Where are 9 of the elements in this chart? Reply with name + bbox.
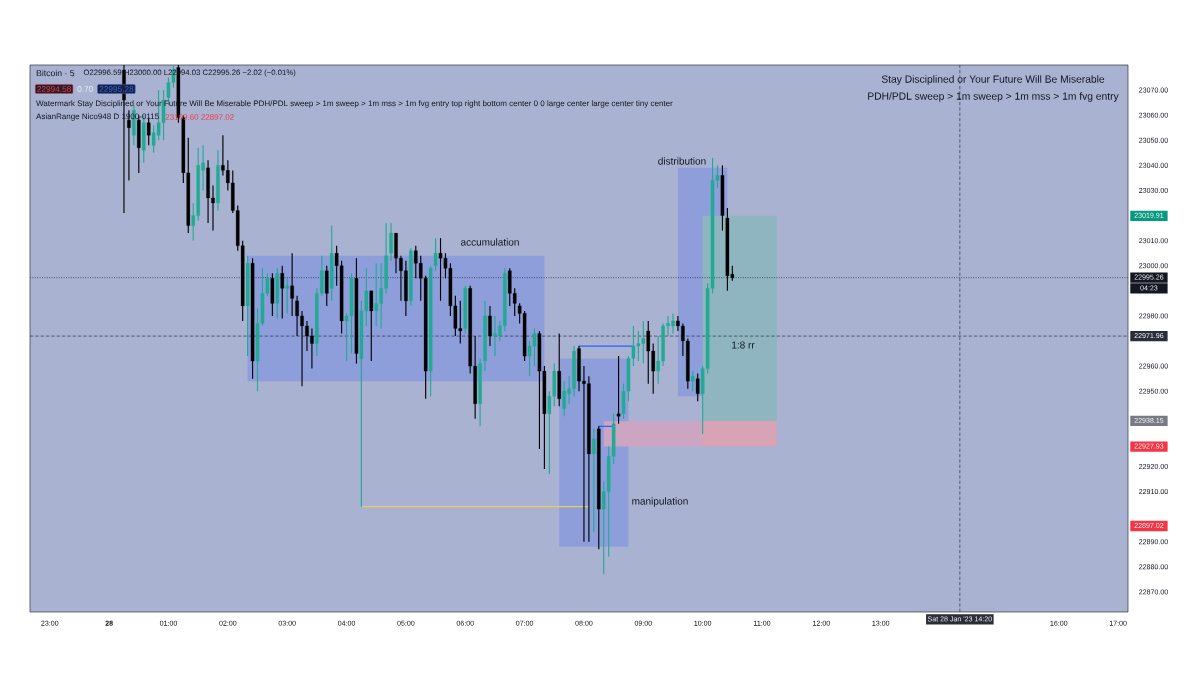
annotation: 22994.58	[37, 86, 71, 92]
annotation: Stay Disciplined or Your Future Will Be Miserable	[881, 75, 1105, 85]
annotation: PDH/PDL sweep > 1m sweep > 1m mss > 1m fvg entry	[868, 92, 1119, 102]
annotation: 1:8 rr	[732, 341, 755, 349]
annotation: distribution	[658, 157, 706, 165]
chart-title: Bitcoin · 5	[36, 69, 75, 77]
annotation: manipulation	[632, 497, 688, 507]
annotation: accumulation	[460, 238, 519, 246]
annotation: 22995.28	[99, 86, 134, 92]
